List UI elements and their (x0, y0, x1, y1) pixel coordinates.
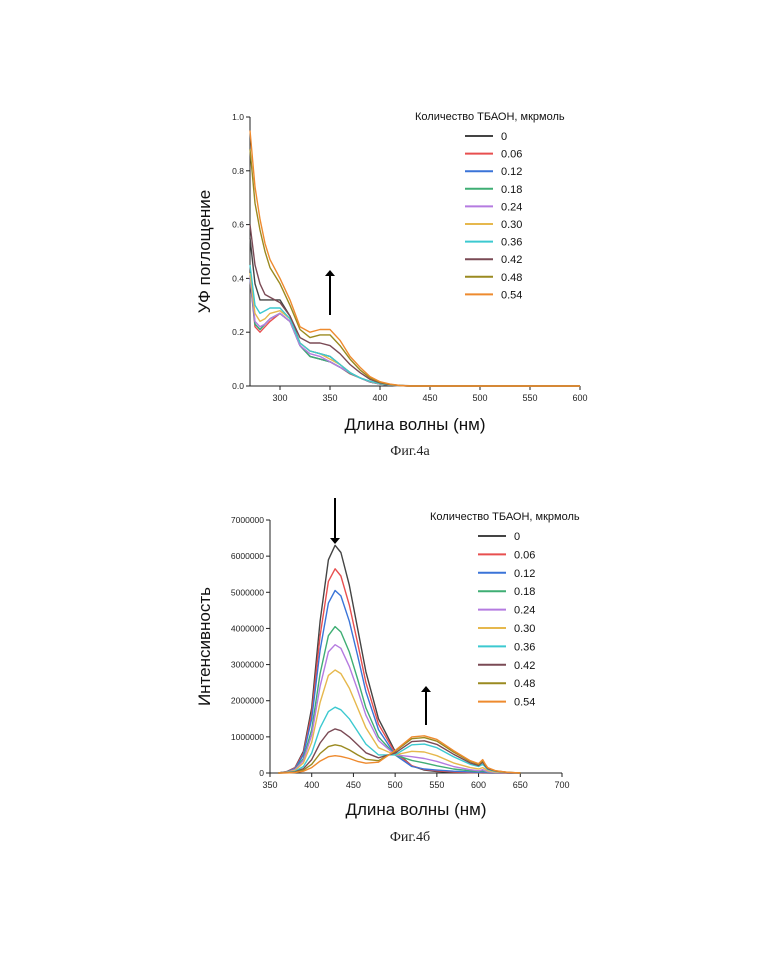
series-line-0.48 (250, 149, 580, 386)
legend-label: 0.36 (514, 641, 535, 653)
y-tick-label: 6000000 (231, 551, 264, 561)
x-tick-label: 450 (346, 780, 361, 790)
y-tick-label: 7000000 (231, 515, 264, 525)
series-line-0.54 (250, 131, 580, 387)
legend-label: 0.30 (514, 623, 535, 635)
y-tick-label: 0.0 (232, 381, 244, 391)
y-tick-label: 1000000 (231, 732, 264, 742)
legend-label: 0.48 (501, 272, 522, 284)
y-tick-label: 0.4 (232, 273, 244, 283)
series-line-0 (278, 545, 520, 773)
legend-title: Количество ТБАОН, мкрмоль (430, 511, 580, 523)
x-tick-label: 500 (388, 780, 403, 790)
y-axis-label: УФ поглощение (195, 190, 214, 314)
x-tick-label: 450 (422, 393, 437, 403)
x-tick-label: 700 (554, 780, 569, 790)
x-tick-label: 550 (522, 393, 537, 403)
legend-label: 0.30 (501, 219, 522, 231)
legend-label: 0.06 (514, 549, 535, 561)
series-line-0.06 (250, 278, 580, 386)
legend-label: 0.18 (514, 586, 535, 598)
y-tick-label: 2000000 (231, 696, 264, 706)
legend-label: 0.12 (514, 568, 535, 580)
x-tick-label: 550 (429, 780, 444, 790)
x-tick-label: 650 (513, 780, 528, 790)
legend-label: 0.24 (501, 201, 522, 213)
legend-label: 0.54 (501, 289, 522, 301)
y-tick-label: 1.0 (232, 112, 244, 122)
annotation-arrow-head (330, 538, 340, 544)
annotation-arrow-head (325, 270, 335, 276)
series-line-0.42 (250, 225, 580, 386)
legend-label: 0.18 (501, 184, 522, 196)
y-tick-label: 0.2 (232, 327, 244, 337)
figure-caption-a: Фиг.4а (310, 444, 510, 460)
series-line-0.24 (250, 276, 580, 386)
x-tick-label: 350 (262, 780, 277, 790)
y-tick-label: 0 (259, 768, 264, 778)
legend-title: Количество ТБАОН, мкрмоль (415, 111, 565, 123)
legend-label: 0.42 (514, 660, 535, 672)
y-axis-label: Интенсивность (195, 587, 214, 706)
figure-canvas: 300 350 400 450 500 550 600 0.0 0.2 0.4 0.6 0.8 1.0 Д… (0, 0, 780, 968)
figure-caption-b: Фиг.4б (310, 830, 510, 846)
y-tick-label: 4000000 (231, 623, 264, 633)
x-tick-label: 400 (304, 780, 319, 790)
x-tick-label: 350 (322, 393, 337, 403)
annotation-arrow-head (421, 686, 431, 692)
series-line-0.12 (250, 278, 580, 386)
y-tick-label: 0.6 (232, 220, 244, 230)
legend-label: 0.42 (501, 254, 522, 266)
x-tick-label: 600 (471, 780, 486, 790)
x-tick-label: 400 (372, 393, 387, 403)
x-tick-label: 500 (472, 393, 487, 403)
legend-label: 0.48 (514, 678, 535, 690)
fluorescence-chart: 350 400 450 500 550 600 650 700 0 1000000 2000000 3… (195, 498, 580, 819)
series-line-0.18 (250, 276, 580, 386)
y-tick-label: 3000000 (231, 660, 264, 670)
legend-label: 0.24 (514, 605, 535, 617)
y-tick-label: 0.8 (232, 166, 244, 176)
x-axis-label: Длина волны (нм) (344, 415, 485, 434)
legend-label: 0 (514, 531, 520, 543)
legend-label: 0 (501, 131, 507, 143)
x-axis-label: Длина волны (нм) (345, 800, 486, 819)
legend-label: 0.54 (514, 697, 535, 709)
uv-absorption-chart: 300 350 400 450 500 550 600 0.0 0.2 0.4 0.6 0.8 1.0 Д… (195, 111, 588, 434)
legend-label: 0.36 (501, 237, 522, 249)
series-line-0 (250, 238, 580, 386)
legend-label: 0.06 (501, 149, 522, 161)
legend-label: 0.12 (501, 166, 522, 178)
x-tick-label: 300 (272, 393, 287, 403)
x-tick-label: 600 (572, 393, 587, 403)
y-tick-label: 5000000 (231, 587, 264, 597)
